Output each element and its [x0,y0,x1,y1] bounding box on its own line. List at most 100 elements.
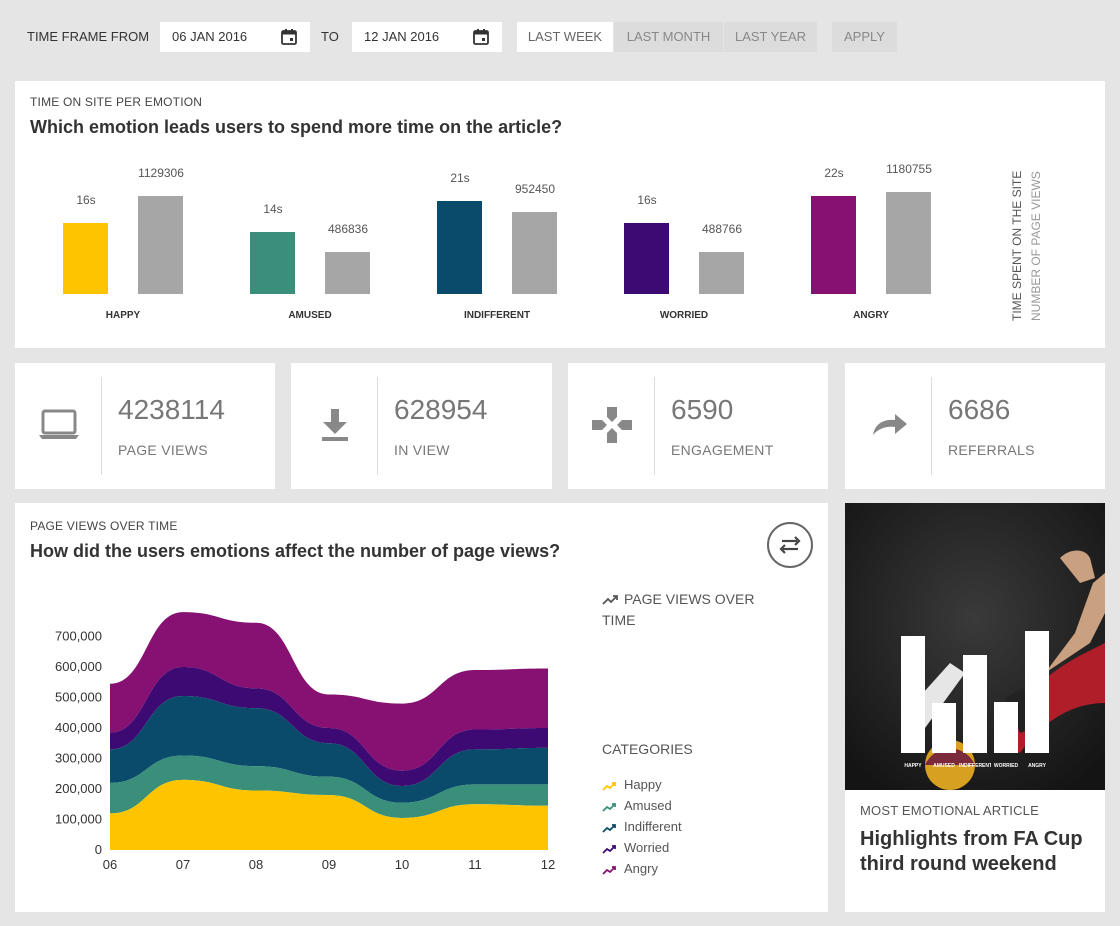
legend-item-happy[interactable]: Happy [602,777,662,792]
kpi-value: 4238114 [118,394,225,425]
from-date-value: 06 JAN 2016 [172,29,248,44]
time-on-site-card: TIME ON SITE PER EMOTION Which emotion l… [15,81,1105,348]
legend-label: Indifferent [624,819,682,834]
laptop-icon [39,409,79,439]
legend-label: Angry [624,861,658,876]
x-tick-label: 12 [541,857,555,872]
kpi-divider [931,377,932,475]
mini-bar-label: INDIFFERENT [959,763,991,769]
area-layer-worried[interactable] [110,667,548,786]
mini-bar-label: WORRIED [993,763,1019,769]
category-label: ANGRY [853,310,889,321]
share-arrow-icon [873,414,907,435]
legend-label: Worried [624,840,670,855]
legend-title-text: PAGE VIEWS OVER TIME [602,591,755,628]
views-bar-happy[interactable] [138,196,183,294]
time-bar-worried[interactable] [624,222,669,294]
legend-item-angry[interactable]: Angry [602,861,658,876]
views-bar-amused[interactable] [325,251,370,294]
swap-view-button[interactable] [767,522,813,568]
legend-item-worried[interactable]: Worried [602,840,669,855]
trend-up-icon [602,802,616,812]
time-bar-label: 16s [637,192,657,207]
area-layer-happy[interactable] [110,779,548,850]
time-bar-indifferent[interactable] [437,200,482,294]
card-subtitle: TIME ON SITE PER EMOTION [30,95,203,109]
y-tick-label: 100,000 [55,812,102,827]
y-tick-label: 300,000 [55,751,102,766]
article-image[interactable]: HAPPY AMUSED INDIFFERENT WORRIED ANGRY [845,503,1105,790]
views-bar-angry[interactable] [886,192,931,294]
filter-bar: TIME FRAME FROM 06 JAN 2016 TO 12 JAN 20… [0,0,1120,72]
area-layer-indifferent[interactable] [110,695,548,803]
calendar-icon[interactable] [280,28,298,46]
article-title[interactable]: Highlights from FA Cup third round weeke… [860,828,1083,875]
y-tick-label: 600,000 [55,659,102,674]
kpi-card-page-views: 4238114 PAGE VIEWS [15,363,275,489]
time-frame-to-label: TO [321,29,339,44]
football-photo [845,503,1105,790]
time-bar-amused[interactable] [250,231,295,294]
kpi-card-engagement: 6590 ENGAGEMENT [568,363,828,489]
legend-item-amused[interactable]: Amused [602,798,672,813]
category-label: INDIFFERENT [463,310,531,321]
last-month-button[interactable]: LAST MONTH [614,22,723,52]
from-date-input[interactable]: 06 JAN 2016 [160,22,310,52]
most-emotional-article-card[interactable]: HAPPY AMUSED INDIFFERENT WORRIED ANGRY MOST … [845,503,1105,912]
swap-arrows-icon [779,536,801,554]
views-bar-label: 1180755 [886,162,932,176]
legend-title: PAGE VIEWS OVER TIME [602,589,782,631]
y-tick-label: 200,000 [55,781,102,796]
category-label: WORRIED [659,310,709,321]
card-subtitle: PAGE VIEWS OVER TIME [30,519,178,533]
last-week-button[interactable]: LAST WEEK [517,22,613,52]
views-bar-label: 488766 [701,221,743,236]
kpi-label: REFERRALS [948,442,1035,458]
views-bar-worried[interactable] [699,251,744,294]
apply-button[interactable]: APPLY [832,22,897,52]
mini-bar-indifferent [963,654,987,753]
x-tick-label: 10 [395,857,409,872]
article-subtitle: MOST EMOTIONAL ARTICLE [860,803,1039,818]
trend-up-icon [602,865,616,875]
kpi-card-referrals: 6686 REFERRALS [845,363,1105,489]
to-date-input[interactable]: 12 JAN 2016 [352,22,502,52]
time-bar-happy[interactable] [63,222,108,294]
stacked-area-chart: 0 100,000 200,000 300,000 400,000 500,000 600,… [55,612,555,872]
kpi-value: 6590 [671,394,734,425]
views-bar-label: 952450 [514,181,556,196]
gamepad-icon [592,407,632,443]
card-title: Which emotion leads users to spend more … [30,117,563,137]
x-tick-label: 11 [468,857,482,872]
kpi-label: IN VIEW [394,442,450,458]
area-layer-amused[interactable] [110,755,548,818]
legend-item-indifferent[interactable]: Indifferent [602,819,682,834]
kpi-label: PAGE VIEWS [118,442,208,458]
mini-bar-worried [994,702,1018,753]
time-bar-angry[interactable] [811,196,856,294]
y-tick-label: 700,000 [55,629,102,644]
mini-bar-label: ANGRY [1028,763,1046,769]
time-bar-label: 21s [450,170,470,185]
legend-page-views: NUMBER OF PAGE VIEWS [1029,171,1043,321]
time-bar-label: 16s [76,192,96,207]
categories-title: CATEGORIES [602,741,693,757]
kpi-divider [101,377,102,475]
last-year-button[interactable]: LAST YEAR [724,22,817,52]
y-tick-label: 0 [95,842,102,857]
page-views-over-time-card: PAGE VIEWS OVER TIME How did the users e… [15,503,828,912]
x-tick-label: 06 [103,857,117,872]
time-frame-from-label: TIME FRAME FROM [27,29,150,44]
mini-bar-label: AMUSED [933,763,955,769]
views-bar-indifferent[interactable] [512,211,557,294]
category-label: AMUSED [288,310,332,321]
area-layer-angry[interactable] [110,612,548,771]
calendar-icon[interactable] [472,28,490,46]
mini-bar-amused [932,702,956,753]
legend-time-spent: TIME SPENT ON THE SITE [1010,170,1024,321]
time-bar-label: 14s [263,201,283,216]
download-icon [322,409,348,441]
kpi-divider [654,377,655,475]
mini-bar-happy [901,636,925,753]
trend-up-icon [602,595,618,605]
